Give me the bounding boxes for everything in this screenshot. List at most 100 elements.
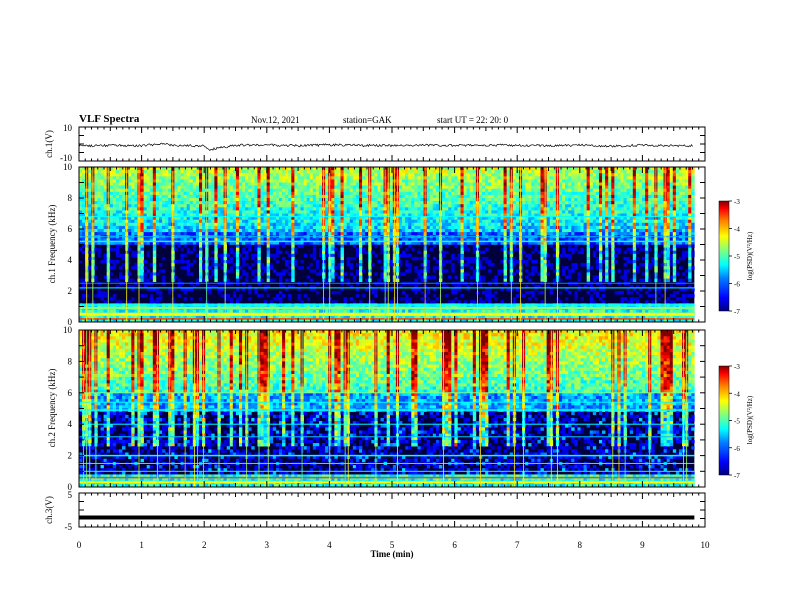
spectrogram-cell <box>229 182 234 186</box>
spectrogram-cell <box>297 207 301 211</box>
spectrogram-cell <box>238 294 243 298</box>
spectrogram-cell <box>445 216 449 220</box>
spectrogram-cell <box>312 173 317 177</box>
spectrogram-cell <box>346 207 351 211</box>
spectrogram-cell <box>97 238 101 242</box>
spectrogram-cell <box>177 241 181 245</box>
spectrogram-cell <box>260 318 264 323</box>
spectrogram-cell <box>408 185 412 189</box>
spectrogram-cell <box>238 185 243 189</box>
spectrogram-cell <box>358 182 363 186</box>
spectrogram-cell <box>159 194 163 199</box>
spectrogram-cell <box>346 263 351 267</box>
spectrogram-cell <box>318 225 323 230</box>
spectrogram-cell <box>109 204 114 208</box>
spectrogram-cell <box>340 256 344 261</box>
spectrogram-cell <box>417 318 421 323</box>
spectrogram-cell <box>260 207 264 211</box>
spectrogram-cell <box>318 167 323 171</box>
spectrogram-cell <box>420 213 424 217</box>
spectrogram-cell <box>275 241 280 245</box>
spectrogram-cell <box>146 269 151 273</box>
spectrogram-cell <box>432 188 437 193</box>
spectrogram-cell <box>140 222 144 227</box>
spectrogram-cell <box>180 232 184 236</box>
spectrogram-cell <box>202 213 206 217</box>
spectrogram-cell <box>257 201 261 205</box>
spectrogram-cell <box>380 188 384 193</box>
spectrogram-cell <box>414 204 418 208</box>
spectrogram-cell <box>174 241 178 245</box>
spectrogram-cell <box>168 188 172 193</box>
spectrogram-cell <box>257 260 261 264</box>
spectrogram-cell <box>318 269 323 273</box>
spectrogram-cell <box>371 250 375 255</box>
spectrogram-cell <box>340 309 344 313</box>
spectrogram-cell <box>100 176 104 180</box>
spectrogram-cell <box>291 284 295 289</box>
spectrogram-cell <box>303 225 307 230</box>
spectrogram-cell <box>211 216 215 220</box>
spectrogram-cell <box>112 173 117 177</box>
spectrogram-cell <box>202 204 206 208</box>
spectrogram-cell <box>109 278 114 282</box>
spectrogram-cell <box>408 229 412 233</box>
spectrogram-cell <box>94 216 98 220</box>
spectrogram-cell <box>254 244 258 248</box>
spectrogram-cell <box>94 207 98 211</box>
spectrogram-cell <box>159 241 163 245</box>
spectrogram-cell <box>451 216 455 220</box>
spectrogram-cell <box>325 238 329 242</box>
spectrogram-cell <box>429 238 434 242</box>
spectrogram-cell <box>420 263 424 267</box>
spectrogram-cell <box>248 213 252 217</box>
spectrogram-cell <box>334 185 338 189</box>
spectrogram-cell <box>226 167 231 171</box>
spectrogram-cell <box>122 256 126 261</box>
spectrogram-cell <box>245 225 249 230</box>
spectrogram-cell <box>251 182 255 186</box>
spectrogram-cell <box>306 173 311 177</box>
spectrogram-cell <box>229 260 234 264</box>
spectrogram-cell <box>294 185 298 189</box>
spectrogram-cell <box>405 241 409 245</box>
spectrogram-cell <box>235 219 240 224</box>
spectrogram-cell <box>352 275 357 279</box>
spectrogram-cell <box>149 179 154 183</box>
spectrogram-cell <box>405 229 409 233</box>
spectrogram-cell <box>202 210 206 214</box>
spectrogram-cell <box>435 315 440 320</box>
spectrogram-cell <box>340 179 344 183</box>
spectrogram-cell <box>195 216 200 220</box>
spectrogram-cell <box>192 309 197 313</box>
spectrogram-cell <box>389 170 394 174</box>
spectrogram-cell <box>103 318 107 323</box>
spectrogram-cell <box>202 222 206 227</box>
spectrogram-cell <box>291 222 295 227</box>
spectrogram-cell <box>432 194 437 199</box>
spectrogram-cell <box>269 244 274 248</box>
spectrogram-cell <box>103 204 107 208</box>
spectrogram-cell <box>309 207 314 211</box>
spectrogram-cell <box>405 222 409 227</box>
spectrogram-cell <box>217 244 221 248</box>
spectrogram-cell <box>217 219 221 224</box>
spectrogram-cell <box>374 191 378 196</box>
spectrogram-cell <box>100 225 104 230</box>
spectrogram-cell <box>269 229 274 233</box>
spectrogram-cell <box>282 207 286 211</box>
spectrogram-cell <box>358 263 363 267</box>
spectrogram-cell <box>143 173 147 177</box>
spectrogram-cell <box>100 291 104 295</box>
spectrogram-cell <box>380 287 384 292</box>
spectrogram-cell <box>300 167 304 171</box>
spectrogram-cell <box>358 253 363 258</box>
spectrogram-cell <box>291 210 295 214</box>
spectrogram-cell <box>131 222 135 227</box>
spectrogram-cell <box>220 260 224 264</box>
spectrogram-cell <box>242 260 246 264</box>
spectrogram-cell <box>402 272 406 276</box>
spectrogram-cell <box>288 210 292 214</box>
spectrogram-cell <box>337 241 341 245</box>
spectrogram-cell <box>174 179 178 183</box>
